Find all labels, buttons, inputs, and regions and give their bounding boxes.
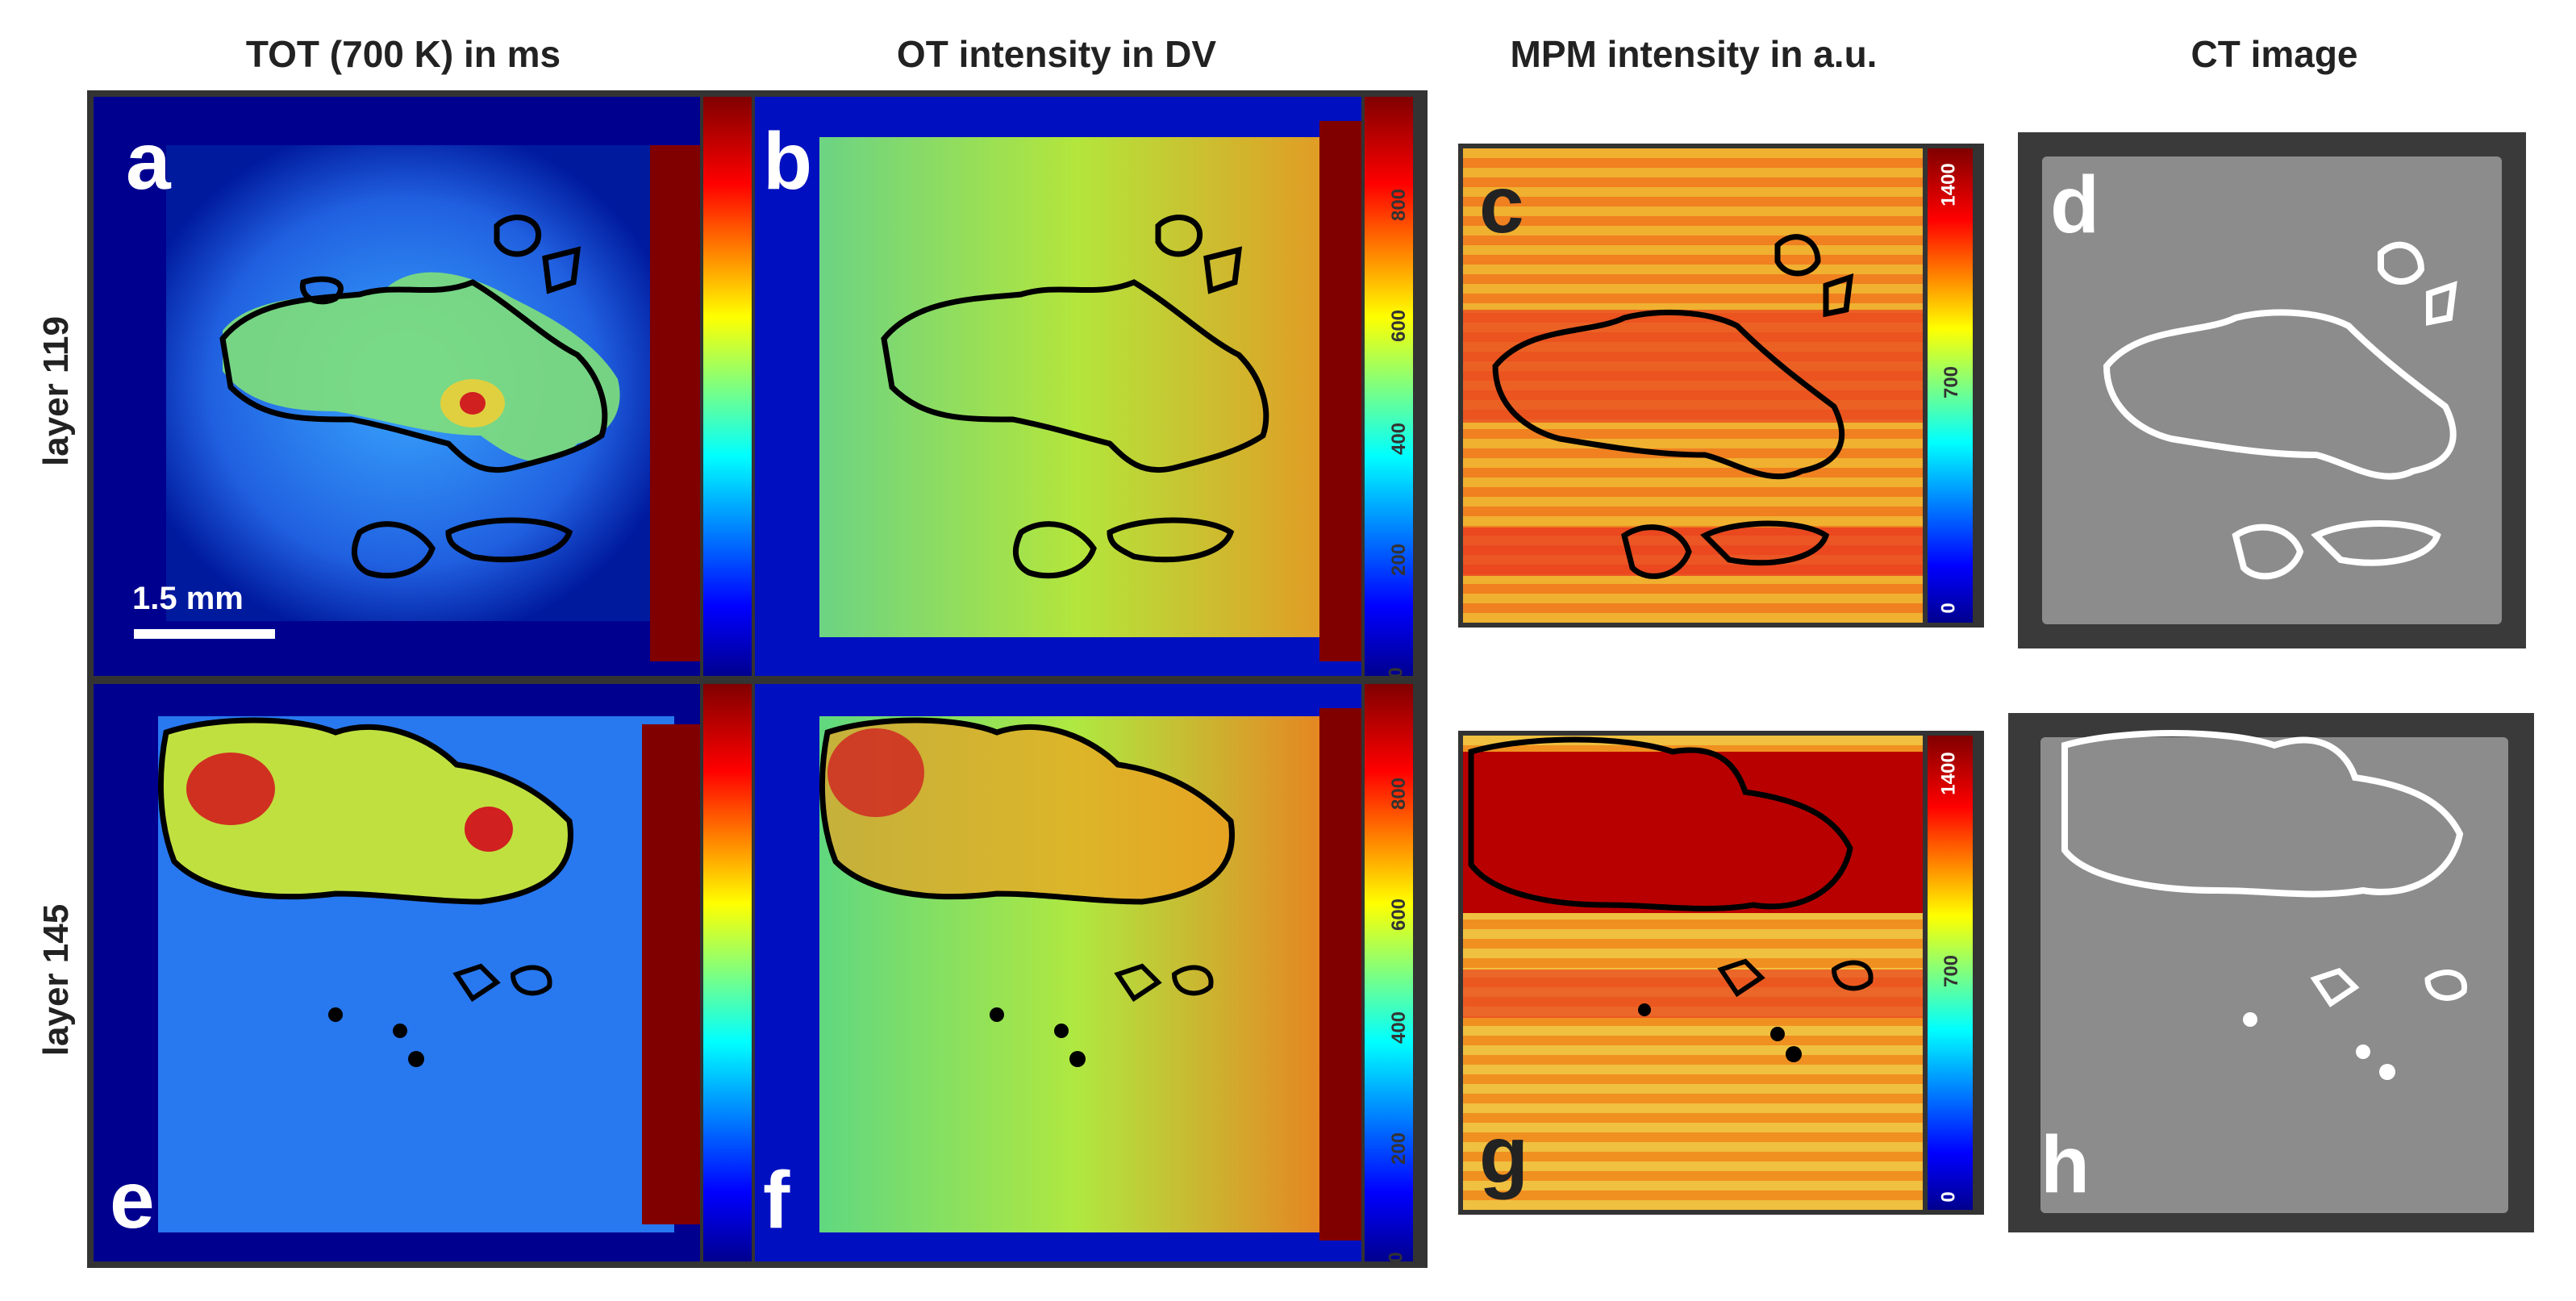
heatmap-c [1463, 148, 1923, 623]
panel-letter-a: a [126, 116, 171, 206]
cb-f-tick-400: 400 [1388, 1011, 1411, 1045]
cb-c-tick-1400: 1400 [1937, 163, 1960, 206]
panel-letter-g: g [1479, 1110, 1529, 1200]
scale-bar [134, 629, 275, 639]
cb-b-tick-200: 200 [1388, 543, 1411, 577]
row-label-119: layer 119 [36, 316, 76, 466]
panel-letter-e: e [110, 1155, 155, 1245]
ct-image-h [2040, 730, 2508, 1213]
heatmap-a [94, 97, 700, 676]
panel-letter-b: b [763, 116, 813, 206]
cb-b-tick-600: 600 [1388, 309, 1411, 343]
heatmap-b [755, 97, 1361, 676]
cb-f-tick-600: 600 [1388, 898, 1411, 932]
panel-a-tot-119: a 1.5 mm [94, 97, 700, 676]
cb-f-tick-0: 0 [1385, 1252, 1407, 1263]
panel-g-mpm-145: g [1463, 736, 1923, 1210]
panel-e-tot-145: e [94, 684, 700, 1261]
cb-c-tick-0: 0 [1937, 603, 1960, 614]
cb-c-tick-700: 700 [1940, 365, 1963, 399]
ct-image-d [2042, 156, 2502, 624]
heatmap-g [1463, 736, 1923, 1210]
cb-b-tick-400: 400 [1388, 422, 1411, 456]
colorbar-a [703, 97, 752, 676]
cb-b-tick-800: 800 [1388, 188, 1411, 222]
title-ct: CT image [2190, 33, 2358, 75]
colorbar-e [703, 684, 752, 1261]
cb-g-tick-0: 0 [1937, 1191, 1960, 1203]
panel-c-mpm-119: c [1463, 148, 1923, 623]
row-label-145: layer 145 [36, 903, 76, 1057]
panel-d-ct-119: d [2018, 132, 2526, 648]
panel-letter-f: f [763, 1155, 790, 1245]
panel-letter-c: c [1479, 160, 1524, 250]
heatmap-f [755, 684, 1361, 1261]
cb-f-tick-800: 800 [1388, 777, 1411, 811]
colorbar-c [1928, 148, 1973, 623]
scale-bar-label: 1.5 mm [132, 581, 244, 616]
heatmap-e [94, 684, 700, 1261]
cb-g-tick-1400: 1400 [1937, 752, 1960, 795]
panel-letter-d: d [2050, 160, 2100, 250]
title-tot: TOT (700 K) in ms [245, 33, 561, 75]
panel-h-ct-145: h [2008, 713, 2534, 1232]
title-mpm: MPM intensity in a.u. [1510, 33, 1878, 75]
title-ot: OT intensity in DV [896, 33, 1217, 75]
panel-b-ot-119: b [755, 97, 1361, 676]
colorbar-g [1928, 736, 1973, 1210]
panel-letter-h: h [2040, 1120, 2090, 1210]
cb-g-tick-700: 700 [1940, 954, 1963, 988]
colorbar-f [1365, 684, 1413, 1261]
panel-f-ot-145: f [755, 684, 1361, 1261]
colorbar-b [1365, 97, 1413, 676]
cb-b-tick-0: 0 [1385, 667, 1407, 678]
cb-f-tick-200: 200 [1388, 1132, 1411, 1165]
